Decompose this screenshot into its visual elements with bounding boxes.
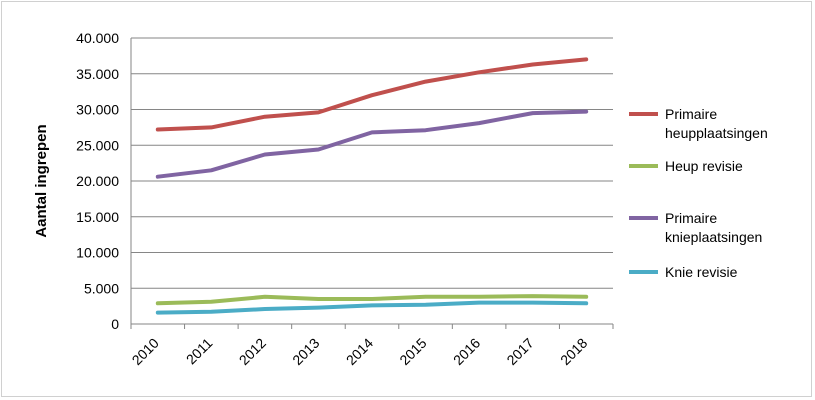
x-tick-label: 2018 (557, 335, 590, 368)
x-tick-label: 2011 (183, 335, 216, 368)
y-tick-label: 15.000 (76, 209, 119, 225)
series-line (155, 294, 589, 306)
legend-label: knieplaatsingen (665, 229, 762, 245)
legend: Primaire heupplaatsingen Heup revisie Prima… (629, 106, 768, 280)
y-tick-label: 25.000 (76, 137, 119, 153)
x-tick-label: 2016 (450, 335, 483, 368)
grid-lines (130, 37, 614, 329)
legend-label: heupplaatsingen (665, 125, 768, 141)
y-tick-label: 35.000 (76, 66, 119, 82)
series-line (155, 57, 589, 132)
series-lines (155, 57, 589, 315)
x-tick-label: 2012 (236, 335, 269, 368)
legend-label: Primaire (665, 210, 717, 226)
x-tick-label: 2013 (289, 335, 322, 368)
series-line (155, 109, 589, 179)
x-tick-label: 2015 (396, 335, 429, 368)
x-tick-labels: 2010 2011 2012 2013 2014 2015 2016 2017 2018 (129, 335, 591, 368)
y-axis-label: Aantal ingrepen (33, 124, 50, 237)
series-line (155, 300, 589, 315)
y-tick-label: 20.000 (76, 173, 119, 189)
legend-label: Primaire (665, 106, 717, 122)
x-tick-label: 2010 (129, 335, 162, 368)
y-tick-label: 5.000 (84, 280, 119, 296)
y-tick-label: 30.000 (76, 102, 119, 118)
y-tick-label: 40.000 (76, 30, 119, 46)
legend-label: Knie revisie (665, 264, 738, 280)
x-tick-label: 2014 (343, 335, 376, 368)
legend-label: Heup revisie (665, 158, 743, 174)
x-tick-label: 2017 (503, 335, 536, 368)
y-tick-label: 10.000 (76, 245, 119, 261)
y-tick-label: 0 (111, 316, 119, 332)
y-tick-labels: 0 5.000 10.000 15.000 20.000 25.000 30.000 35.0… (76, 30, 119, 332)
